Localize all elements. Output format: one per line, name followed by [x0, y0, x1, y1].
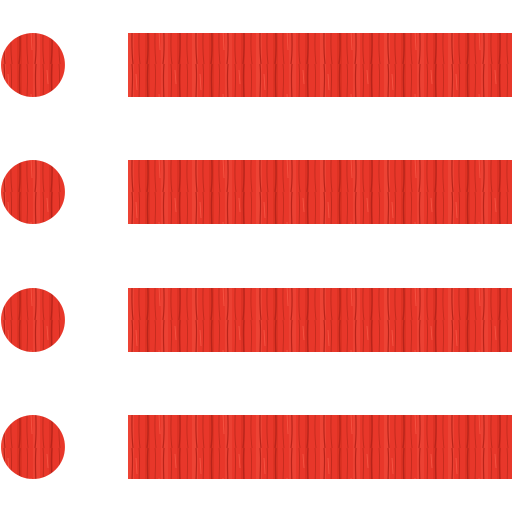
- list-line: [128, 415, 512, 479]
- bullet-dot-icon: [1, 33, 65, 97]
- list-line: [128, 288, 512, 352]
- bullet-dot-icon: [1, 415, 65, 479]
- list-row-3: [1, 288, 512, 352]
- list-row-1: [1, 33, 512, 97]
- list-row-4: [1, 415, 512, 479]
- list-line: [128, 160, 512, 224]
- bullet-dot-icon: [1, 288, 65, 352]
- list-row-2: [1, 160, 512, 224]
- bullet-dot-icon: [1, 160, 65, 224]
- list-line: [128, 33, 512, 97]
